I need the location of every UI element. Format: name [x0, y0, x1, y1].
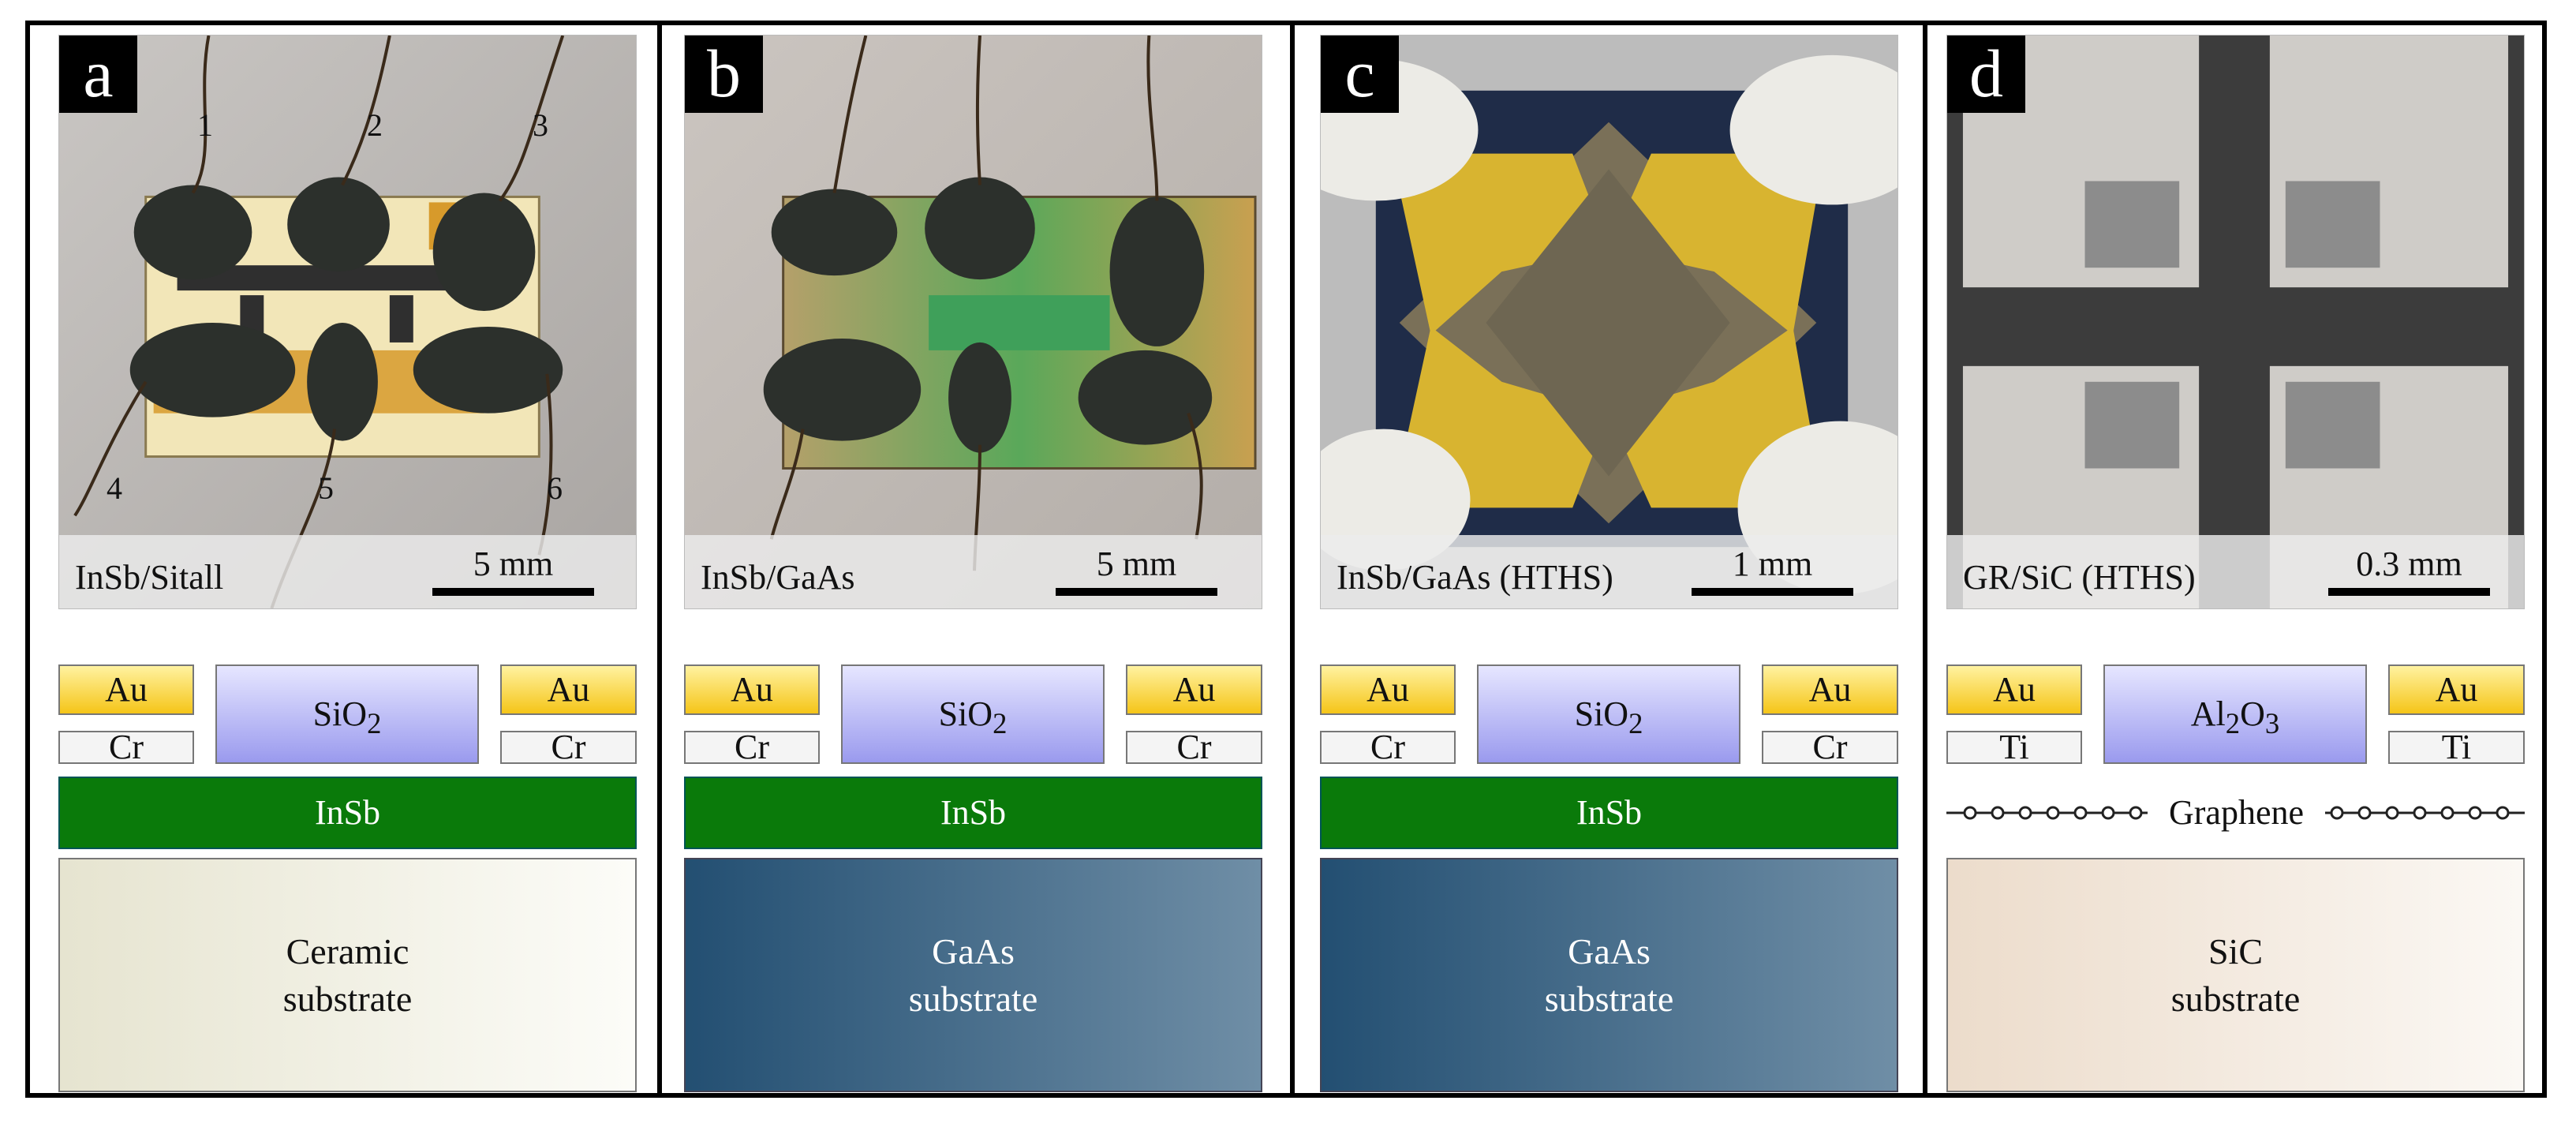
substrate-word: substrate [1544, 978, 1674, 1019]
scale-label: 5 mm [473, 545, 554, 583]
scale-line [1056, 588, 1217, 596]
wire-label-5: 5 [318, 470, 334, 506]
figure-frame [25, 21, 2547, 1098]
device-photo-b [685, 36, 1262, 608]
wire-label-3: 3 [533, 107, 548, 143]
wire-label-6: 6 [547, 470, 563, 506]
sample-caption: GR/SiC (HTHS) [1963, 558, 2196, 597]
scale-line [2328, 588, 2490, 596]
panel-c: c InSb/GaAs (HTHS) 1 mm Au Cr SiO2 Au Cr… [1320, 35, 1898, 1092]
substrate-word: substrate [2170, 978, 2301, 1019]
substrate-name: GaAs [1568, 930, 1651, 971]
oxide-formula: SiO [312, 694, 368, 733]
au-contact-right: Au [2388, 664, 2525, 715]
scale-label: 1 mm [1732, 545, 1813, 583]
ti-layer-right: Ti [2388, 730, 2525, 765]
oxide-subscript: 2 [1628, 706, 1643, 739]
caption-bar [59, 535, 636, 608]
oxide-layer: SiO2 [841, 664, 1105, 764]
oxide-formula: SiO [938, 694, 993, 733]
scale-bar: 1 mm [1692, 547, 1853, 596]
substrate-name: GaAs [932, 930, 1015, 971]
oxide-layer: SiO2 [215, 664, 479, 764]
au-contact-left: Au [1946, 664, 2082, 715]
oxide-subscript: 2 [367, 706, 382, 739]
oxide-layer: Al2O3 [2103, 664, 2367, 764]
panel-a: a 1 2 3 4 5 6 InSb/Sitall 5 mm Au Cr SiO… [58, 35, 637, 1092]
device-photo-a [59, 36, 636, 608]
insb-layer: InSb [684, 777, 1262, 849]
scale-line [432, 588, 594, 596]
au-contact-left: Au [58, 664, 194, 715]
sample-caption: InSb/Sitall [75, 558, 224, 597]
photo-gr-sic-hths: d GR/SiC (HTHS) 0.3 mm [1946, 35, 2525, 609]
substrate-name: SiC [2208, 930, 2264, 971]
au-contact-right: Au [1762, 664, 1898, 715]
ti-layer-left: Ti [1946, 730, 2082, 765]
oxide-formula-tail: O [2240, 694, 2265, 733]
cr-layer-right: Cr [500, 730, 637, 765]
scale-label: 5 mm [1096, 545, 1177, 583]
cr-layer-left: Cr [1320, 730, 1456, 765]
panel-letter: c [1321, 36, 1399, 113]
panel-divider [1290, 21, 1295, 1098]
device-photo-c [1321, 36, 1897, 608]
substrate-name: Ceramic [286, 930, 409, 971]
scale-bar: 0.3 mm [2328, 547, 2490, 596]
sample-caption: InSb/GaAs [701, 558, 855, 597]
cr-layer-left: Cr [684, 730, 820, 765]
graphene-label: Graphene [2168, 793, 2304, 832]
wire-label-4: 4 [107, 470, 122, 506]
substrate-word: substrate [908, 978, 1038, 1019]
insb-layer: InSb [58, 777, 637, 849]
panel-letter: a [59, 36, 137, 113]
wire-label-2: 2 [367, 107, 383, 143]
au-contact-right: Au [500, 664, 637, 715]
panel-b: b InSb/GaAs 5 mm Au Cr SiO2 Au Cr InSb G… [684, 35, 1262, 1092]
oxide-formula: Al [2190, 694, 2226, 733]
photo-insb-gaas-hths: c InSb/GaAs (HTHS) 1 mm [1320, 35, 1898, 609]
sample-caption: InSb/GaAs (HTHS) [1337, 558, 1613, 597]
caption-bar [1947, 535, 2524, 608]
panel-letter: b [685, 36, 763, 113]
substrate-gaas: GaAs substrate [684, 858, 1262, 1092]
insb-layer: InSb [1320, 777, 1898, 849]
oxide-layer: SiO2 [1477, 664, 1740, 764]
oxide-subscript: 2 [2225, 706, 2241, 739]
panel-divider [1923, 21, 1927, 1098]
cr-layer-right: Cr [1762, 730, 1898, 765]
au-contact-left: Au [684, 664, 820, 715]
caption-bar [1321, 535, 1897, 608]
cr-layer-right: Cr [1126, 730, 1262, 765]
substrate-word: substrate [282, 978, 413, 1019]
scale-label: 0.3 mm [2356, 545, 2462, 583]
scale-bar: 5 mm [432, 547, 594, 596]
device-photo-d [1947, 36, 2524, 608]
substrate-ceramic: Ceramic substrate [58, 858, 637, 1092]
scale-bar: 5 mm [1056, 547, 1217, 596]
panel-d: d GR/SiC (HTHS) 0.3 mm Au Ti Al2O3 Au Ti… [1946, 35, 2525, 1092]
substrate-gaas: GaAs substrate [1320, 858, 1898, 1092]
panel-letter: d [1947, 36, 2025, 113]
cr-layer-left: Cr [58, 730, 194, 765]
photo-insb-sitall: a 1 2 3 4 5 6 InSb/Sitall 5 mm [58, 35, 637, 609]
oxide-subscript-2: 3 [2264, 706, 2280, 739]
photo-insb-gaas: b InSb/GaAs 5 mm [684, 35, 1262, 609]
caption-bar [685, 535, 1262, 608]
graphene-layer-icon [1946, 806, 2525, 820]
panel-divider [657, 21, 662, 1098]
au-contact-right: Au [1126, 664, 1262, 715]
substrate-sic: SiC substrate [1946, 858, 2525, 1092]
au-contact-left: Au [1320, 664, 1456, 715]
oxide-subscript: 2 [993, 706, 1008, 739]
oxide-formula: SiO [1574, 694, 1629, 733]
wire-label-1: 1 [197, 107, 213, 143]
scale-line [1692, 588, 1853, 596]
